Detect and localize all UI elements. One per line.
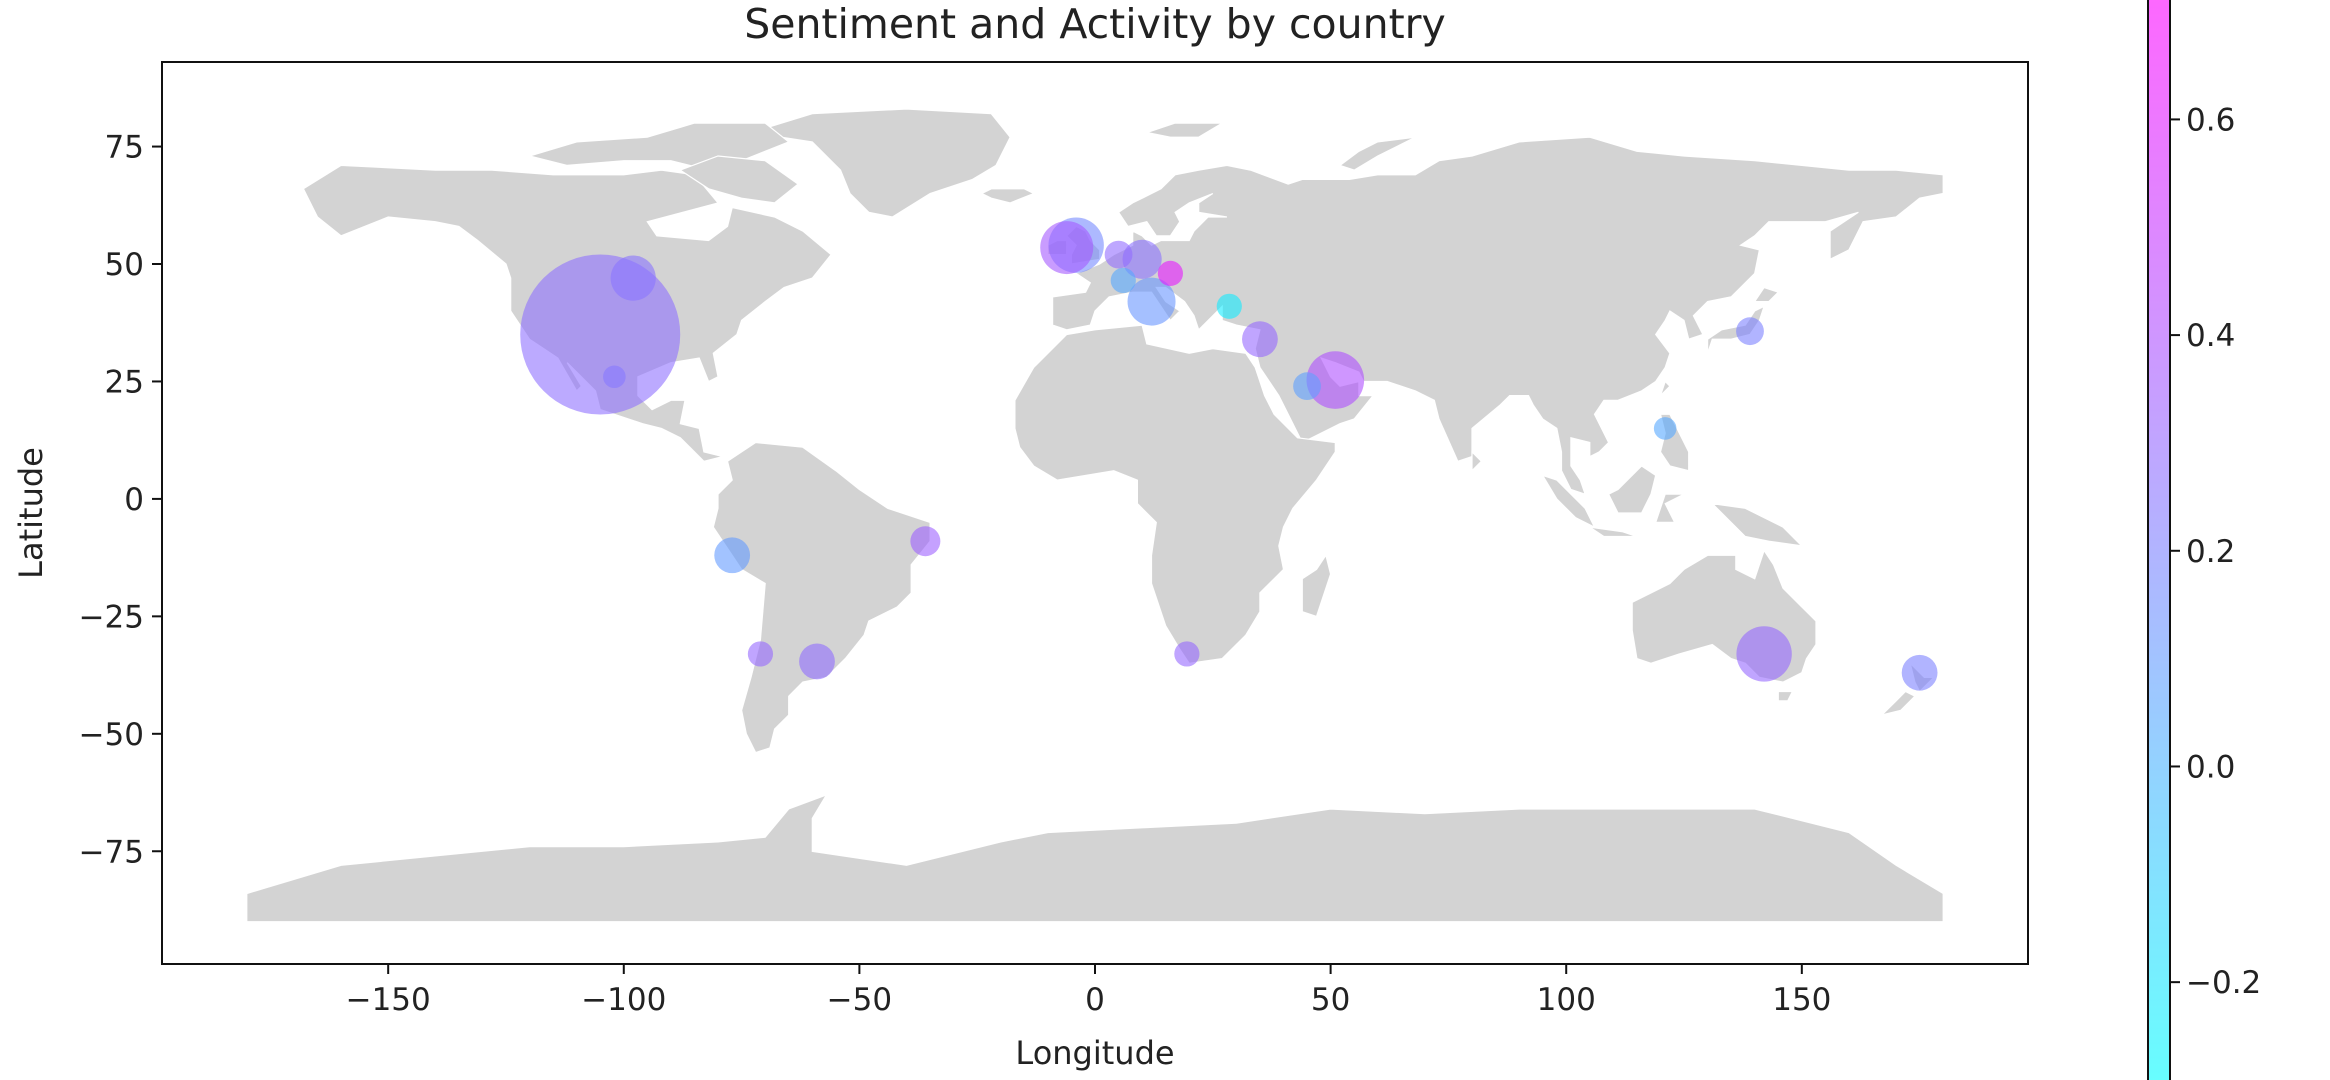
land-eurasia [1051,136,1944,496]
scatter-point [1736,626,1792,682]
scatter-point [1174,641,1200,667]
world-basemap [246,108,1944,923]
land-africa [1014,324,1336,664]
y-tick-label: 0 [124,482,144,518]
land-south-america [712,441,931,754]
y-tick-label: 50 [105,247,144,283]
land-greenland [750,108,1011,218]
x-tick-label: −100 [581,982,666,1018]
land-hokkaido [1753,286,1780,303]
land-japan [1706,305,1766,354]
plot-area [246,108,1944,923]
colorbar-tick-label: 0.4 [2186,318,2235,354]
scatter-point [1242,321,1278,358]
scatter-point [1293,372,1321,401]
x-tick-label: 150 [1772,982,1831,1018]
x-axis: −150 −100 −50 0 50 100 150 [346,964,1831,1018]
chart-title: Sentiment and Activity by country [744,0,1446,48]
scatter-point [799,643,835,680]
colorbar-frame [2147,0,2171,1080]
land-svalbard [1144,122,1225,138]
land-java [1589,526,1638,538]
land-new-zealand-south [1879,690,1916,717]
x-tick-label: −50 [827,982,892,1018]
scatter-point [714,537,751,574]
scatter-point [1127,277,1176,326]
y-tick-label: −75 [79,834,144,870]
x-axis-label: Longitude [1015,1034,1174,1072]
scatter-point [1736,317,1764,346]
y-tick-label: −25 [79,599,144,635]
land-sumatra [1541,474,1596,529]
land-baffin-island [678,155,800,204]
land-novaya-zemlya [1338,136,1416,171]
y-axis: −75 −50 −25 0 25 50 75 [79,130,162,870]
land-sulawesi [1654,493,1685,524]
land-iceland [980,188,1036,204]
scatter-point [1901,654,1938,691]
land-antarctica [246,793,1944,923]
colorbar-tick-label: −0.2 [2186,965,2261,1001]
y-tick-label: −50 [79,717,144,753]
y-tick-label: 75 [105,130,144,166]
scatter-point [747,641,774,667]
scatter-point [1110,267,1136,294]
land-new-guinea [1710,502,1804,547]
scatter-point [603,365,626,389]
colorbar-tick-label: 0.0 [2186,749,2235,785]
scatter-point [1653,417,1677,440]
y-tick-label: 25 [105,364,144,400]
x-tick-label: 50 [1311,982,1350,1018]
land-tasmania [1777,690,1794,702]
scatter-point [1306,351,1365,409]
scatter-point [1122,239,1162,279]
colorbar: −0.2 0.0 0.2 0.4 0.6 [2147,0,2261,1080]
land-taiwan [1659,380,1671,397]
land-borneo [1607,465,1657,514]
scatter-point [1216,293,1242,319]
colorbar-ticks: −0.2 0.0 0.2 0.4 0.6 [2170,102,2261,1001]
scatter-point [1104,240,1133,269]
scatter-point [1040,221,1094,275]
colorbar-gradient [2148,0,2170,1080]
land-madagascar [1301,553,1332,618]
colorbar-tick-label: 0.6 [2186,102,2235,138]
land-sri-lanka [1471,450,1483,473]
colorbar-tick-label: 0.2 [2186,534,2235,570]
x-tick-label: 0 [1085,982,1105,1018]
scatter-point [520,254,681,415]
x-tick-label: −150 [346,982,431,1018]
x-tick-label: 100 [1537,982,1596,1018]
scatter-point [910,526,941,557]
y-axis-label: Latitude [12,447,50,579]
scatter-point [1157,260,1183,287]
scatter-points [520,217,1938,691]
scatter-point [610,255,656,301]
